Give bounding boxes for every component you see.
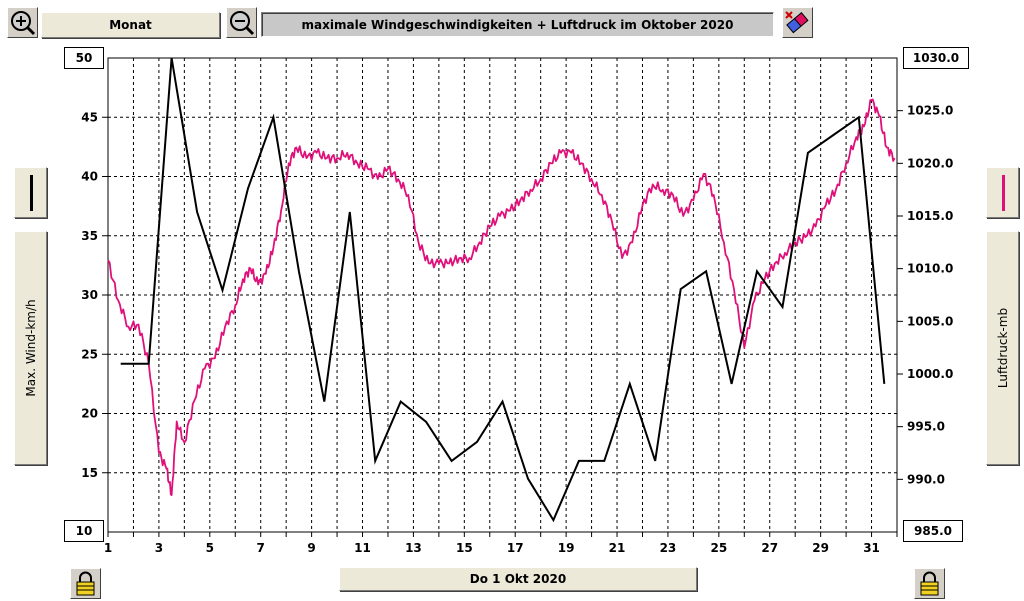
plot-frame xyxy=(107,57,898,533)
right-y-tick-label: 1010.0 xyxy=(907,262,953,276)
x-tick-label: 15 xyxy=(456,541,473,555)
right-y-tick-label: 1025.0 xyxy=(907,104,953,118)
chart-title: maximale Windgeschwindigkeiten + Luftdru… xyxy=(301,17,734,32)
right-axis-min-box[interactable]: 985.0 xyxy=(903,520,963,542)
right-axis-min: 985.0 xyxy=(914,524,952,538)
right-axis-label: Luftdruck-mb xyxy=(995,307,1010,389)
left-axis-min: 10 xyxy=(75,524,93,538)
x-tick-label: 29 xyxy=(812,541,829,555)
date-label: Do 1 Okt 2020 xyxy=(469,572,567,586)
x-tick-label: 11 xyxy=(354,541,371,555)
chart-ticks xyxy=(102,110,903,537)
pressure-series-line xyxy=(107,98,896,497)
right-lock-button[interactable] xyxy=(914,568,945,599)
period-select-button[interactable]: Monat xyxy=(41,12,220,38)
pressure-legend-button[interactable] xyxy=(986,167,1019,218)
x-tick-label: 13 xyxy=(405,541,422,555)
right-axis-label-panel: Luftdruck-mb xyxy=(986,231,1019,465)
pressure-line-swatch xyxy=(1002,175,1005,211)
x-tick-label: 31 xyxy=(863,541,880,555)
x-tick-label: 9 xyxy=(307,541,315,555)
right-y-tick-label: 1020.0 xyxy=(907,156,953,170)
x-tick-label: 19 xyxy=(558,541,575,555)
chart-tick-labels: 1 3 5 7 9 11 13 15 17 19 21 23 25 27 29 314540353025201… xyxy=(81,104,953,555)
right-axis-max: 1030.0 xyxy=(912,51,960,65)
right-y-tick-label: 1005.0 xyxy=(907,314,953,328)
x-tick-label: 25 xyxy=(710,541,727,555)
left-y-tick-label: 20 xyxy=(81,407,98,421)
right-y-tick-label: 995.0 xyxy=(907,420,945,434)
x-tick-label: 17 xyxy=(507,541,524,555)
right-axis-max-box[interactable]: 1030.0 xyxy=(903,47,969,69)
left-axis-label: Max. Wind-km/h xyxy=(23,299,38,397)
left-axis-max: 50 xyxy=(75,51,93,65)
x-tick-label: 23 xyxy=(660,541,677,555)
left-lock-button[interactable] xyxy=(70,568,101,599)
right-y-tick-label: 1015.0 xyxy=(907,209,953,223)
zoom-in-icon xyxy=(11,11,36,36)
zoom-in-button[interactable] xyxy=(7,7,38,38)
wind-legend-button[interactable] xyxy=(14,167,47,218)
chart-series xyxy=(107,57,896,523)
left-y-tick-label: 35 xyxy=(81,229,98,243)
wind-series-line xyxy=(120,57,886,523)
chart-title-bar: maximale Windgeschwindigkeiten + Luftdru… xyxy=(261,12,774,37)
date-display-button[interactable]: Do 1 Okt 2020 xyxy=(339,567,697,591)
x-tick-label: 21 xyxy=(609,541,626,555)
chart-grid xyxy=(108,58,897,532)
wind-line-swatch xyxy=(30,175,33,211)
right-y-tick-label: 990.0 xyxy=(907,472,945,486)
left-axis-max-box[interactable]: 50 xyxy=(64,47,104,69)
left-y-tick-label: 25 xyxy=(81,347,98,361)
zoom-out-button[interactable] xyxy=(226,7,257,38)
left-y-tick-label: 40 xyxy=(81,170,98,184)
x-tick-label: 7 xyxy=(257,541,265,555)
padlock-icon xyxy=(920,571,939,596)
left-y-tick-label: 15 xyxy=(81,466,98,480)
left-y-tick-label: 30 xyxy=(81,288,98,302)
x-tick-label: 5 xyxy=(206,541,214,555)
eraser-icon xyxy=(785,11,809,34)
x-tick-label: 27 xyxy=(761,541,778,555)
right-y-tick-label: 1000.0 xyxy=(907,367,953,381)
left-y-tick-label: 45 xyxy=(81,110,98,124)
x-tick-label: 3 xyxy=(155,541,163,555)
period-label: Monat xyxy=(109,18,152,32)
left-axis-label-panel: Max. Wind-km/h xyxy=(14,231,47,465)
eraser-button[interactable] xyxy=(782,7,813,38)
x-tick-label: 1 xyxy=(104,541,112,555)
padlock-icon xyxy=(76,571,95,596)
left-axis-min-box[interactable]: 10 xyxy=(64,520,104,542)
zoom-out-icon xyxy=(230,11,255,36)
